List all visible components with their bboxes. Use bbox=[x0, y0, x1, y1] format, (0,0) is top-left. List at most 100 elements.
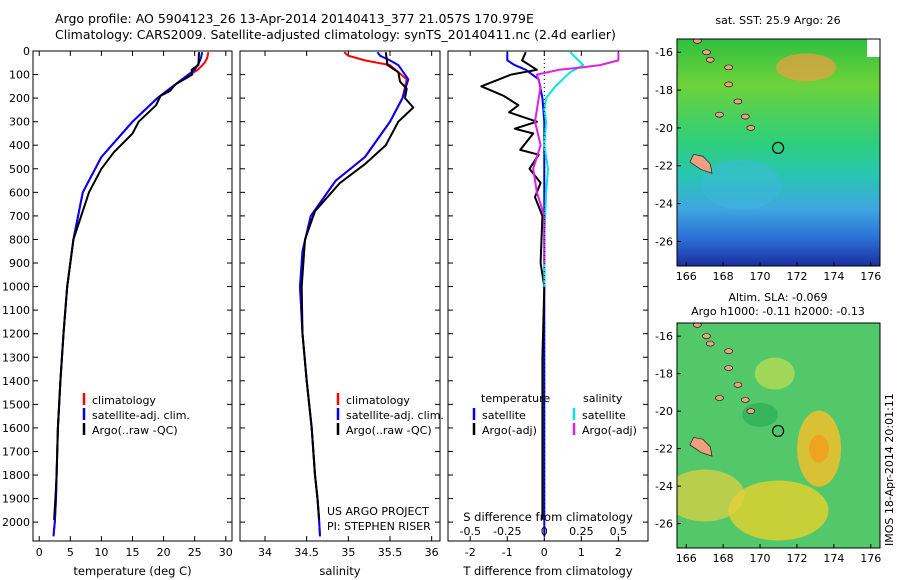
series-line bbox=[53, 52, 200, 520]
map-subtitle: Argo h1000: -0.11 h2000: -0.13 bbox=[691, 305, 865, 318]
island bbox=[715, 111, 724, 118]
map-field bbox=[677, 323, 880, 548]
map-frame bbox=[676, 38, 881, 267]
map-frame bbox=[676, 322, 881, 549]
island bbox=[746, 408, 756, 414]
y-tick-label: 1200 bbox=[2, 328, 30, 341]
x-tick-label: 5 bbox=[67, 546, 74, 559]
x2-axis-label: S difference from climatology bbox=[463, 510, 633, 524]
x-tick-label: 2 bbox=[615, 546, 622, 559]
x-tick-label: 166 bbox=[676, 270, 697, 283]
island bbox=[746, 125, 756, 131]
x-tick-label: 172 bbox=[786, 552, 807, 565]
series-line bbox=[543, 51, 585, 287]
cool-patch bbox=[701, 159, 782, 210]
new-caledonia-land bbox=[689, 437, 713, 457]
x2-tick-label: 0 bbox=[541, 525, 548, 538]
series-line bbox=[532, 52, 620, 263]
y-tick-label: 800 bbox=[9, 233, 30, 246]
y-tick-label: -16 bbox=[655, 46, 673, 59]
y-tick-label: 1800 bbox=[2, 469, 30, 482]
y-tick-label: -18 bbox=[655, 368, 673, 381]
x-tick-label: 166 bbox=[676, 552, 697, 565]
legend-label: Argo(-adj) bbox=[482, 424, 537, 437]
series-line bbox=[52, 51, 204, 537]
y-tick-label: -26 bbox=[655, 518, 673, 531]
plot-frame bbox=[447, 50, 649, 542]
legend-label: satellite bbox=[582, 409, 626, 422]
y-tick-label: 1900 bbox=[2, 493, 30, 506]
sla-map-panel: 166 168 170 172 174 176 -16 -18 -20 -22 -24 -26 Alti… bbox=[655, 291, 881, 565]
x-axis-label: temperature (deg C) bbox=[73, 564, 191, 578]
island bbox=[693, 39, 702, 44]
x-tick-label: 168 bbox=[713, 552, 734, 565]
x-tick-label: 176 bbox=[860, 270, 881, 283]
legend-title: temperature bbox=[481, 392, 550, 405]
y-tick-label: 900 bbox=[9, 257, 30, 270]
y-tick-label: -18 bbox=[655, 84, 673, 97]
y-tick-label: -24 bbox=[655, 480, 673, 493]
y-tick-label: 1500 bbox=[2, 398, 30, 411]
series-line bbox=[299, 51, 408, 537]
x-tick-label: 170 bbox=[750, 552, 771, 565]
island bbox=[724, 64, 733, 71]
legend-label: Argo(..raw -QC) bbox=[92, 424, 178, 437]
y-tick-label: 1400 bbox=[2, 375, 30, 388]
y-tick-label: -22 bbox=[655, 160, 673, 173]
high-patch bbox=[728, 480, 829, 541]
x-tick-label: 25 bbox=[188, 546, 202, 559]
legend-label: satellite bbox=[482, 409, 526, 422]
y-tick-label: 700 bbox=[9, 210, 30, 223]
island bbox=[740, 113, 750, 120]
y-tick-label: 600 bbox=[9, 186, 30, 199]
x-tick-label: -2 bbox=[465, 546, 476, 559]
legend-title: salinity bbox=[583, 392, 623, 405]
x-tick-label: 174 bbox=[823, 552, 844, 565]
y-tick-label: 400 bbox=[9, 139, 30, 152]
salinity-panel: 34 34.5 35 35.5 36 salinity climatology satelli… bbox=[239, 50, 444, 578]
temperature-panel: 0 5 10 15 20 25 300100200300400500600700800900… bbox=[2, 45, 233, 578]
new-caledonia-land bbox=[689, 154, 713, 174]
y-tick-label: -20 bbox=[655, 405, 673, 418]
annotation: US ARGO PROJECT bbox=[327, 505, 429, 518]
x2-tick-label: -0.5 bbox=[459, 525, 480, 538]
y-tick-label: 300 bbox=[9, 116, 30, 129]
y-tick-label: -26 bbox=[655, 235, 673, 248]
legend-label: climatology bbox=[92, 394, 156, 407]
legend-label: satellite-adj. clim. bbox=[92, 409, 190, 422]
legend-label: satellite-adj. clim. bbox=[346, 409, 444, 422]
series-line bbox=[300, 52, 415, 520]
y-tick-label: -20 bbox=[655, 122, 673, 135]
x-tick-label: 0 bbox=[541, 546, 548, 559]
y-tick-label: 500 bbox=[9, 163, 30, 176]
island bbox=[702, 333, 711, 339]
y-tick-label: 1000 bbox=[2, 281, 30, 294]
mid-patch bbox=[754, 357, 795, 390]
x-tick-label: 168 bbox=[713, 270, 734, 283]
x-axis-label: salinity bbox=[319, 564, 360, 578]
argo-float-marker bbox=[772, 141, 785, 155]
high-patch bbox=[677, 469, 745, 522]
island bbox=[715, 395, 724, 401]
annotation: PI: STEPHEN RISER bbox=[327, 520, 431, 533]
y-tick-label: 100 bbox=[9, 69, 30, 82]
x-tick-label: 35 bbox=[341, 546, 355, 559]
x-axis-label: T difference from climatology bbox=[462, 564, 633, 578]
island bbox=[693, 323, 702, 328]
header-line-2: Climatology: CARS2009. Satellite-adjuste… bbox=[55, 27, 616, 42]
y-tick-label: 1700 bbox=[2, 445, 30, 458]
y-tick-label: 2000 bbox=[2, 516, 30, 529]
y-tick-label: -22 bbox=[655, 443, 673, 456]
sst-field bbox=[677, 39, 880, 266]
island bbox=[740, 397, 750, 403]
x-tick-label: 35.5 bbox=[378, 546, 403, 559]
island bbox=[705, 57, 715, 63]
x-tick-label: 15 bbox=[126, 546, 140, 559]
map-field bbox=[677, 18, 880, 266]
legend-label: Argo(..raw -QC) bbox=[346, 424, 432, 437]
island bbox=[701, 18, 709, 23]
island bbox=[724, 348, 733, 354]
x-tick-label: 34.5 bbox=[294, 546, 319, 559]
plot-frame bbox=[32, 50, 233, 542]
x-tick-label: 20 bbox=[157, 546, 171, 559]
